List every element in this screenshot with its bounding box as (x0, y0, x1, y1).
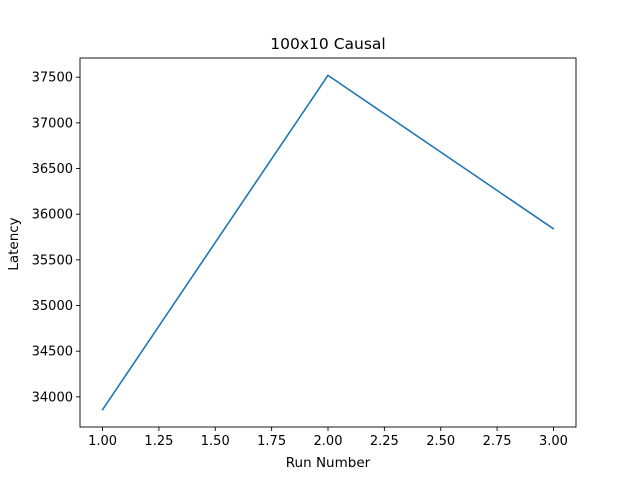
y-tick-label: 34500 (32, 345, 73, 360)
plot-frame (79, 57, 577, 428)
data-point (101, 408, 104, 411)
y-tick-label: 35500 (32, 253, 73, 268)
y-tick-label: 36500 (32, 162, 73, 177)
x-tick-label: 3.00 (539, 434, 568, 449)
plot-area: 1.00 1.25 1.50 1.75 2.00 2.25 2.50 2.75 3.00 3400… (32, 57, 577, 449)
x-tick-label: 1.25 (144, 434, 173, 449)
x-axis-label: Run Number (286, 455, 371, 471)
x-tick-label: 1.50 (201, 434, 230, 449)
y-tick-label: 37000 (32, 116, 73, 131)
data-point (327, 74, 329, 77)
y-tick-label: 34000 (32, 390, 73, 405)
x-tick-label: 2.00 (314, 434, 343, 449)
y-tick-label: 36000 (32, 208, 73, 223)
y-axis-label: Latency (6, 217, 22, 270)
x-tick-label: 2.50 (426, 434, 455, 449)
x-tick-label: 1.75 (257, 434, 286, 449)
x-tick-label: 2.75 (483, 434, 512, 449)
x-tick-label: 2.25 (370, 434, 399, 449)
data-point (552, 227, 555, 230)
chart-title: 100x10 Causal (270, 35, 385, 53)
y-tick-label: 35000 (32, 299, 73, 314)
x-tick-label: 1.00 (88, 434, 117, 449)
y-tick-label: 37500 (32, 71, 73, 86)
